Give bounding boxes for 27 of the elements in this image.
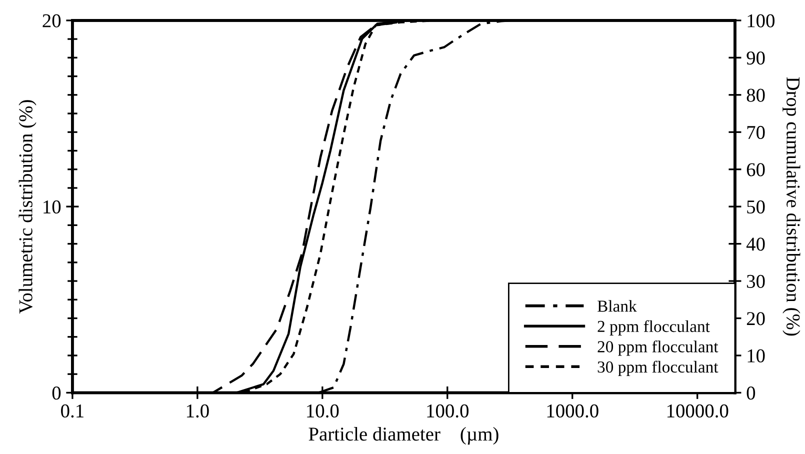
y2-tick-label: 100: [748, 14, 774, 28]
y2-tick-label: 10: [748, 349, 765, 362]
x-tick-label: 1000.0: [547, 404, 598, 418]
y-tick-label: 20: [42, 14, 61, 28]
x-tick-label: 1.0: [186, 404, 209, 418]
legend-label: 2 ppm flocculant: [598, 320, 710, 336]
y-tick-label: 10: [44, 200, 61, 214]
x-axis-title: Particle diameter (µm): [308, 427, 498, 445]
y2-axis-title: Drop cumulative distribution (%): [782, 77, 800, 336]
y2-tick-label: 50: [747, 200, 765, 214]
legend-label: Blank: [598, 300, 637, 312]
x-tick-label: 10000.0: [667, 404, 728, 418]
y2-tick-label: 40: [746, 238, 765, 251]
y2-tick-label: 30: [747, 274, 765, 288]
y-axis-title: Volumetric distribution (%): [18, 100, 36, 314]
x-tick-label: 100.0: [427, 404, 469, 418]
y2-tick-label: 70: [747, 126, 765, 140]
x-tick-label: 10.0: [307, 404, 339, 418]
y2-tick-label: 90: [746, 51, 765, 65]
legend-label: 20 ppm flocculant: [598, 340, 718, 356]
y2-tick-label: 60: [746, 163, 765, 176]
legend-label: 30 ppm flocculant: [598, 360, 718, 376]
y-tick-label: 0: [52, 386, 61, 400]
x-tick-label: 0.1: [61, 404, 84, 418]
y2-tick-label: 0: [746, 386, 756, 400]
y2-tick-label: 20: [746, 312, 765, 326]
y2-tick-label: 80: [746, 88, 765, 102]
